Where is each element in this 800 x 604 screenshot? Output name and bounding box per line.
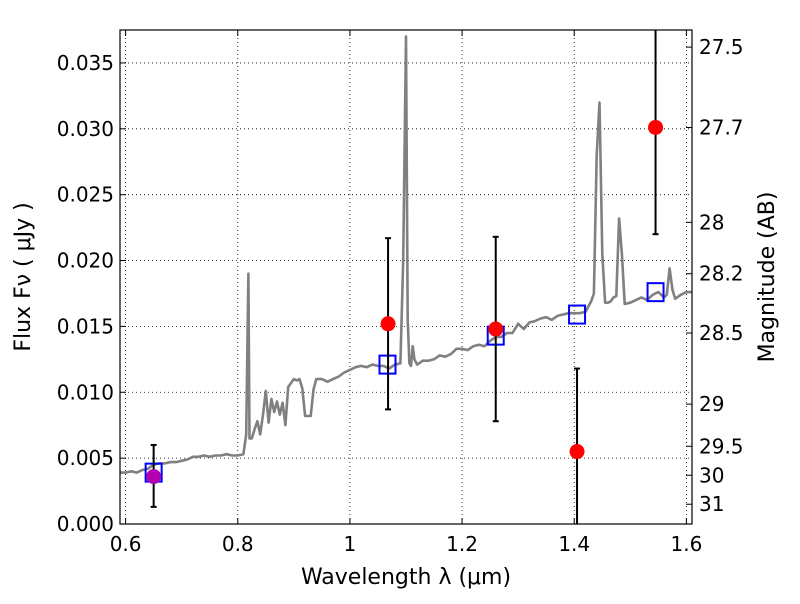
observed-flux-point [648, 119, 664, 135]
x-tick-label: 1.2 [446, 532, 478, 556]
y2-tick-label: 30 [699, 463, 724, 487]
ticks: 0.6 0.8 1 1.2 1.4 1.6 0.000 0.005 0.010 0.015 0.02… [57, 30, 744, 556]
y-tick-label: 0.015 [57, 314, 114, 338]
y-tick-label: 0.035 [57, 51, 114, 75]
model-flux-square [646, 282, 665, 303]
x-tick-label: 1.4 [558, 532, 590, 556]
y-tick-label: 0.000 [57, 512, 114, 536]
x-tick-label: 0.8 [222, 532, 254, 556]
y-tick-label: 0.025 [57, 183, 114, 207]
y2-tick-label: 29.5 [699, 434, 744, 458]
plot-frame [119, 29, 693, 525]
y2-axis-label: Magnitude (AB) [755, 192, 780, 363]
x-axis-label: Wavelength λ (μm) [301, 565, 511, 590]
series-layer [120, 30, 692, 524]
y2-tick-label: 27.5 [699, 35, 744, 59]
y2-tick-label: 28 [699, 210, 724, 234]
model-flux-square [568, 304, 587, 325]
x-tick-label: 1.6 [670, 532, 702, 556]
y-tick-label: 0.010 [57, 380, 114, 404]
observed-flux-point [146, 469, 162, 485]
y2-tick-label: 29 [699, 392, 724, 416]
spectrum-line [120, 35, 692, 474]
y-tick-label: 0.030 [57, 117, 114, 141]
y2-tick-label: 28.2 [699, 262, 744, 286]
y-tick-label: 0.005 [57, 446, 114, 470]
y2-tick-label: 28.5 [699, 321, 744, 345]
y2-tick-label: 27.7 [699, 115, 744, 139]
y2-tick-label: 31 [699, 492, 724, 516]
observed-flux-point [380, 316, 396, 332]
x-tick-label: 1 [344, 532, 357, 556]
observed-flux-point [569, 444, 585, 460]
observed-flux-point [488, 321, 504, 337]
y-axis-label: Flux Fν ( μJy ) [11, 202, 36, 351]
y-tick-label: 0.020 [57, 249, 114, 273]
x-tick-label: 0.6 [110, 532, 142, 556]
